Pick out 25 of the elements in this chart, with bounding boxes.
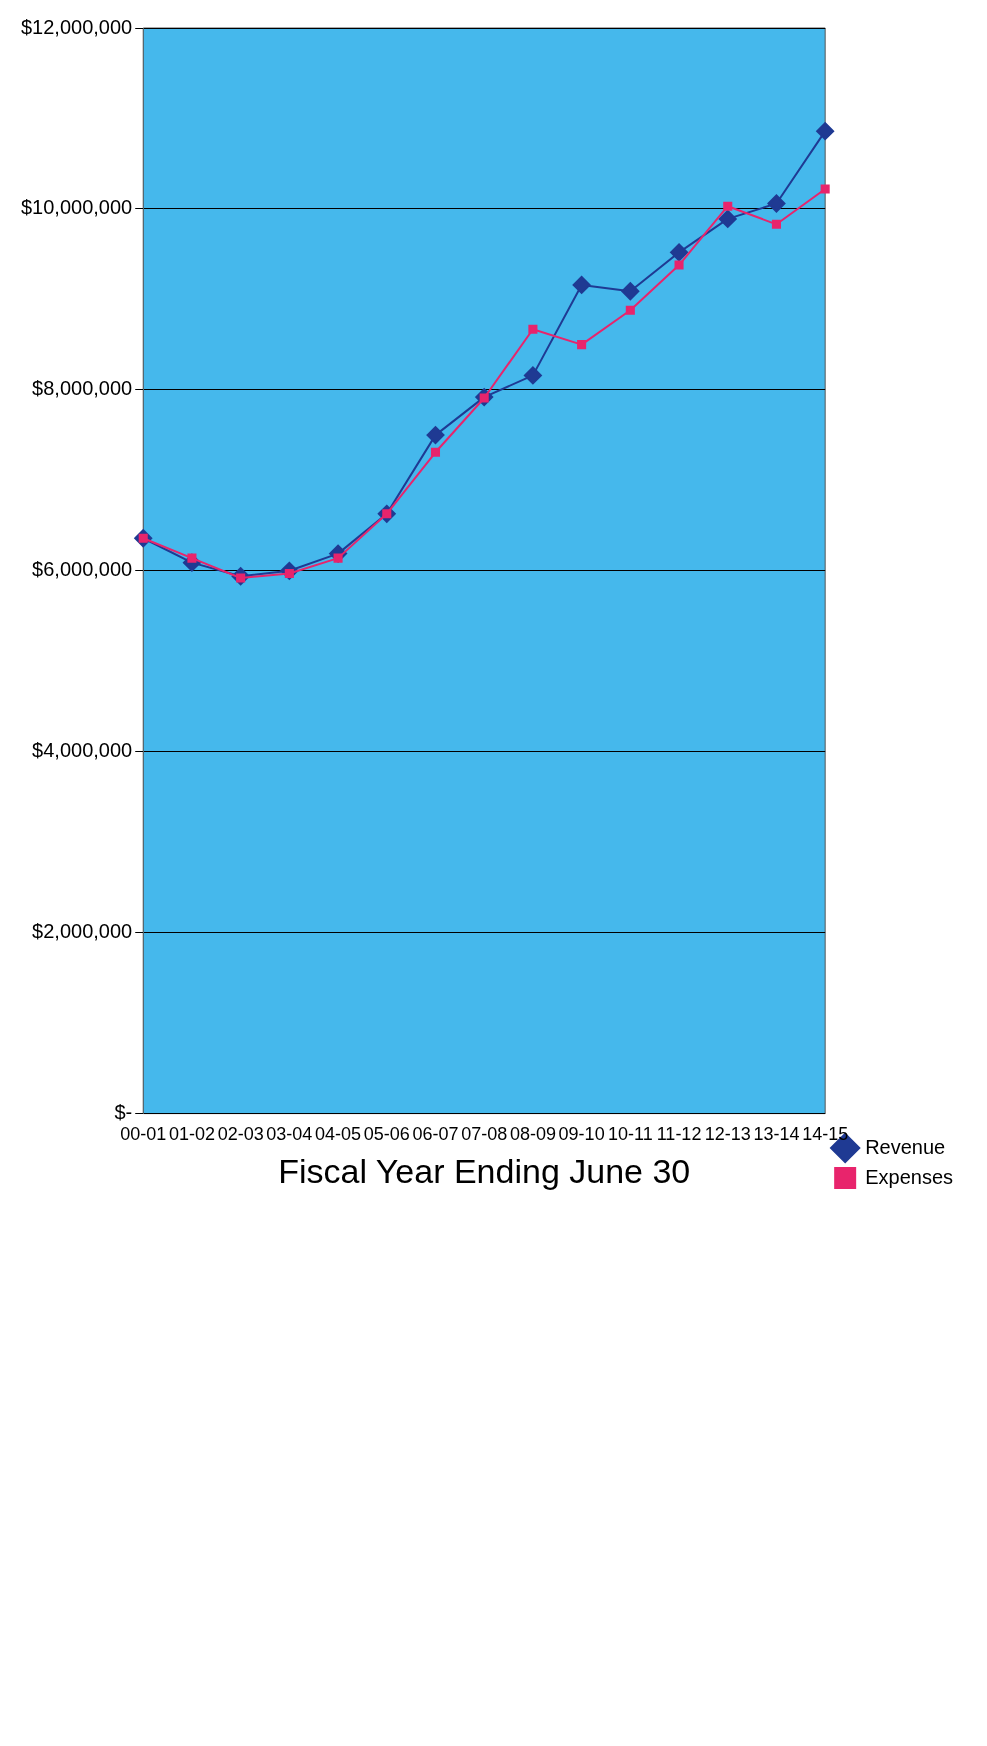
- x-tick-label: 02-03: [217, 1124, 264, 1145]
- x-tick-label: 04-05: [315, 1124, 362, 1145]
- x-tick-label: 07-08: [461, 1124, 508, 1145]
- y-tick-label: $-: [114, 1101, 133, 1124]
- y-tick-label: $2,000,000: [32, 920, 133, 943]
- legend-label: Revenue: [865, 1135, 946, 1158]
- x-tick-label: 13-14: [753, 1124, 800, 1145]
- x-tick-label: 14-15: [802, 1124, 849, 1145]
- x-tick-label: 08-09: [509, 1124, 556, 1145]
- x-tick-label: 11-12: [656, 1124, 702, 1145]
- x-tick-label: 10-11: [607, 1124, 653, 1145]
- x-tick-label: 00-01: [120, 1124, 167, 1145]
- x-tick-label: 06-07: [412, 1124, 459, 1145]
- x-tick-label: 12-13: [704, 1124, 751, 1145]
- y-tick-label: $10,000,000: [20, 196, 133, 219]
- x-tick-label: 09-10: [558, 1124, 605, 1145]
- x-tick-label: 05-06: [363, 1124, 410, 1145]
- y-tick-label: $12,000,000: [20, 15, 133, 38]
- legend-label: Expenses: [865, 1165, 954, 1188]
- y-tick-label: $8,000,000: [32, 377, 133, 400]
- y-tick-label: $6,000,000: [32, 558, 133, 581]
- x-axis-title: Fiscal Year Ending June 30: [278, 1151, 691, 1190]
- x-tick-label: 03-04: [266, 1124, 313, 1145]
- y-tick-label: $4,000,000: [32, 739, 133, 762]
- x-tick-label: 01-02: [168, 1124, 215, 1145]
